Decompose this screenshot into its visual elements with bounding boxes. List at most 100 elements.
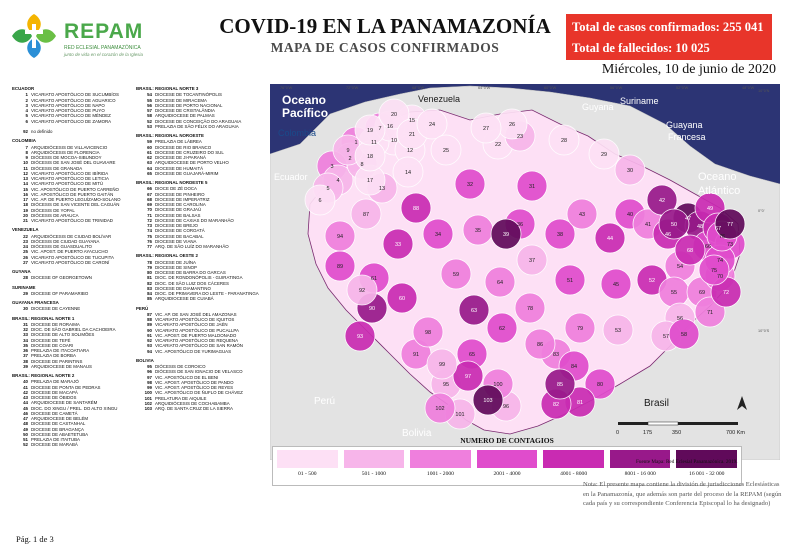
diocese-label-76: 76 — [719, 234, 725, 240]
diocese-label-67: 67 — [715, 226, 721, 232]
legend-entry: 43 DIOCESE DE ÓBIDOS — [12, 395, 136, 400]
legend-entry-number: 68 — [147, 196, 152, 202]
diocese-region-43 — [566, 198, 598, 230]
diocese-label-26: 26 — [509, 122, 515, 128]
legend-entry-number: 3 — [25, 102, 28, 108]
legend-entry-number: 62 — [147, 155, 152, 160]
diocese-region-31 — [516, 170, 548, 202]
diocese-label-38: 38 — [557, 232, 563, 238]
repam-logo: REPAM RED ECLESIAL PANAMAZÓNICA junto de… — [8, 6, 178, 64]
legend-entry-name: DIOCESE OF PARAMARIBO — [31, 290, 89, 296]
legend-entry: 10 DIÓCESIS DE SAN JOSÉ DEL GUAVIARE — [12, 160, 136, 165]
diocese-label-22: 22 — [495, 142, 501, 148]
legend-entry: 17 VIC. AP. DE PUERTO LEGUÍZAMO-SOLANO — [12, 197, 136, 202]
diocese-region-20 — [378, 98, 410, 130]
diocese-label-47: 47 — [685, 216, 691, 222]
diocese-region-93 — [344, 320, 376, 352]
diocese-label-43: 43 — [579, 212, 585, 218]
legend-entry-name: ARQUIDIOCESE DE PALMAS — [155, 113, 215, 119]
diocese-label-93: 93 — [357, 334, 363, 340]
legend-entry-name: ARQUIDIOCESE DE BELÉM — [31, 416, 89, 421]
diocese-label-33: 33 — [395, 242, 401, 248]
legend-entry-number: 6 — [25, 118, 28, 124]
label-guayana-francesa-1: Guayana — [666, 120, 703, 130]
diocese-region-45 — [600, 268, 632, 300]
legend-entry-name: DIOCESE DE BRAGANÇA — [31, 426, 84, 432]
legend-group-title: COLOMBIA — [12, 138, 36, 144]
coord-top-label: 56°0'W — [610, 86, 623, 90]
diocese-region-85 — [544, 368, 576, 400]
legend-entry-number: 66 — [147, 186, 152, 192]
diocese-label-62: 62 — [499, 326, 505, 332]
diocese-label-29: 29 — [601, 152, 607, 158]
diocese-label-11: 11 — [371, 140, 377, 146]
legend-entry: 93 VICARIATO APOSTÓLICO DE SAN RAMÓN — [136, 343, 260, 348]
legend-entry-number: 21 — [23, 218, 28, 223]
diocese-label-56: 56 — [677, 316, 683, 322]
diocese-label-39: 39 — [503, 232, 509, 238]
brand-name: REPAM — [64, 20, 144, 43]
legend-entry: 69 DIOCESE DE CAROLINA — [136, 202, 260, 207]
legend-entry-number: 53 — [147, 123, 152, 129]
contagion-swatch — [543, 450, 604, 468]
legend-entry-number: 70 — [147, 207, 152, 213]
legend-entry: 6 VICARIATO APOSTÓLICO DE ZAMORA — [12, 119, 136, 124]
legend-entry-number: 92 — [147, 338, 152, 343]
diocese-label-86: 86 — [537, 342, 543, 348]
legend-group-title: BRASIL: REGIONAL NORTE 2 — [12, 373, 75, 378]
legend-entry-name: DIOCESE DE TOCANTINÓPOLIS — [155, 92, 222, 98]
legend-entry: 42 DIOCESE DE MACAPÁ — [12, 390, 136, 395]
diocese-label-98: 98 — [425, 330, 431, 336]
contagion-bin: 16 001 - 32 000 — [676, 450, 738, 482]
legend-entry-number: 29 — [23, 290, 28, 296]
legend-entry-name: no definido — [31, 129, 53, 134]
legend-entry-number: 31 — [23, 321, 28, 327]
legend-entry-name: VIC. APOST. APOSTÓLICO DE REYES — [155, 385, 234, 390]
legend-entry: 37 PRELAZIA DE BORBA — [12, 353, 136, 358]
diocese-label-59: 59 — [453, 272, 459, 278]
diocese-label-24: 24 — [429, 122, 435, 128]
diocese-label-89: 89 — [337, 264, 343, 270]
coord-top-label: 60°0'W — [544, 86, 557, 90]
diocese-region-98 — [412, 316, 444, 348]
legend-entry-name: DIOCESE DE MIRACEMA — [155, 97, 207, 103]
legend-entry-name: ARQ. DE SANTA CRUZ DE LA SIERRA — [155, 406, 233, 411]
legend-entry-name: ARQ. DE SÃO LUÍZ DO MARANHÃO — [155, 244, 229, 249]
legend-entry-number: 61 — [147, 149, 152, 155]
legend-entry: 30 DIOCESE DE CAYENNE — [12, 306, 136, 311]
legend-entry-number: 17 — [23, 197, 28, 202]
legend-entry-name: ARQUIDIOCESE DE SANTARÉM — [31, 400, 98, 406]
legend-entry-number: 43 — [23, 395, 28, 400]
diocese-label-73: 73 — [727, 242, 733, 248]
legend-entry: 61 DIOCESE DE CRUZEIRO DO SUL — [136, 150, 260, 155]
legend-entry-name: VICARIATO APOSTÓLICO DE IBÍRIDA — [31, 170, 109, 176]
legend-entry: 92 no definido — [12, 129, 136, 134]
diocese-region-59 — [440, 258, 472, 290]
legend-entry: 96 DIÓCESIS DE SAN IGNACIO DE VELASCO — [136, 369, 260, 374]
legend-entry-name: PRELAZIA DE LÁBREA — [155, 139, 202, 145]
legend-entry-name: DIOCESE DE RORAIMA — [31, 321, 80, 327]
legend-entry-name: VICARIATO APOSTÓLICO DE SAN RAMÓN — [155, 343, 243, 349]
legend-entry: 77 ARQ. DE SÃO LUÍZ DO MARANHÃO — [136, 244, 260, 249]
diocese-label-40: 40 — [627, 212, 633, 218]
legend-entry-name: VIC. APOSTÓLICO DE ÑUFLO DE CHÁVEZ — [155, 390, 243, 396]
diocese-region-64 — [484, 266, 516, 298]
legend-entry: 40 PRELAZIA DE MARAJÓ — [12, 379, 136, 384]
label-guayana-francesa-2: Francesa — [668, 132, 706, 142]
diocese-label-58: 58 — [681, 332, 687, 338]
legend-entry: 20 DIÓCESIS DE ARAUCA — [12, 213, 136, 218]
legend-entry-number: 57 — [147, 108, 152, 113]
diocese-label-7: 7 — [378, 126, 381, 132]
legend-entry-name: DIÓCESIS DE CIUDAD GUAYANA — [31, 238, 100, 244]
legend-entry: 34 DIOCESE DE TEFÉ — [12, 338, 136, 343]
legend-group-title: BRASIL: REGIONAL NORTE 1 — [12, 315, 75, 321]
legend-entry: 59 PRELAZIA DE LÁBREA — [136, 139, 260, 144]
legend-entry: 48 DIOCESE DE CASTANHAL — [12, 421, 136, 426]
diocese-label-31: 31 — [529, 184, 535, 190]
legend-entry-number: 5 — [25, 113, 28, 119]
legend-entry-name: PRELAZIA DE BORBA — [31, 353, 76, 359]
coord-top-label: 72°0'W — [346, 86, 359, 90]
contagion-bin: 1001 - 2000 — [410, 450, 471, 482]
legend-entry-name: PRELATURA DE AIQUILE — [155, 395, 207, 401]
diocese-region-77 — [714, 208, 746, 240]
